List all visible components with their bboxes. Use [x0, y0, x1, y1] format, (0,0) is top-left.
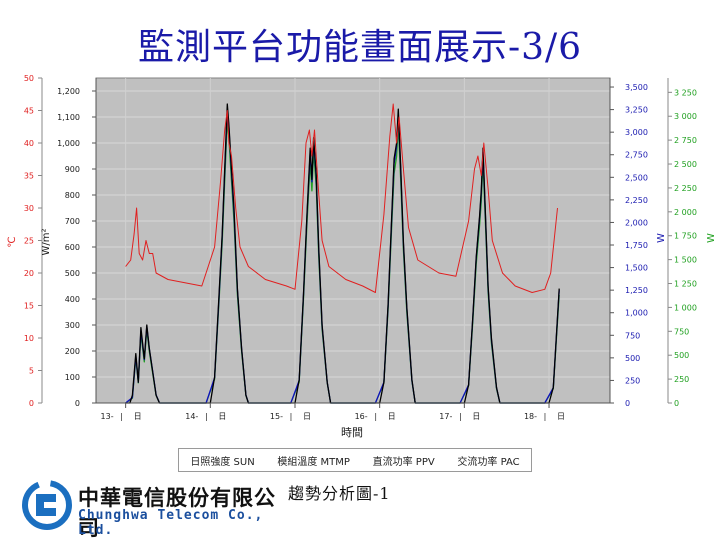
x-tick-label: 13-	[101, 412, 114, 421]
x-tick-day-suffix: 日	[557, 412, 565, 421]
pac-tick-label: 3 000	[674, 112, 697, 121]
pac-tick-label: 2 250	[674, 184, 697, 193]
ppv-tick-label: 2,000	[625, 218, 648, 227]
celsius-axis-label: ℃	[7, 236, 18, 247]
irradiance-tick-label: 600	[65, 243, 80, 252]
irradiance-tick-label: 200	[65, 347, 80, 356]
pac-tick-label: 2 000	[674, 208, 697, 217]
x-tick-separator: |	[374, 412, 377, 421]
celsius-tick-label: 35	[24, 172, 34, 181]
x-tick-separator: |	[544, 412, 547, 421]
ppv-tick-label: 1,750	[625, 241, 648, 250]
irradiance-tick-label: 1,200	[57, 87, 80, 96]
pac-tick-label: 250	[674, 375, 689, 384]
ppv-tick-label: 2,750	[625, 151, 648, 160]
x-tick-label: 14-	[185, 412, 198, 421]
pac-tick-label: 1 000	[674, 303, 697, 312]
x-tick-label: 17-	[439, 412, 452, 421]
ppv-tick-label: 3,250	[625, 106, 648, 115]
ppv-tick-label: 1,250	[625, 286, 648, 295]
legend-item-pac: 交流功率 PAC	[457, 456, 520, 468]
pac-tick-label: 0	[674, 399, 679, 408]
figure-caption: 趨勢分析圖-1	[288, 484, 391, 503]
ppv-tick-label: 500	[625, 354, 640, 363]
irradiance-tick-label: 700	[65, 217, 80, 226]
irradiance-tick-label: 0	[75, 399, 80, 408]
irradiance-tick-label: 300	[65, 321, 80, 330]
chunghwa-logo-icon	[22, 480, 72, 530]
pac-tick-label: 2 500	[674, 160, 697, 169]
legend-item-ppv: 直流功率 PPV	[372, 456, 435, 468]
x-tick-label: 18-	[524, 412, 537, 421]
pac-tick-label: 2 750	[674, 136, 697, 145]
celsius-tick-label: 5	[29, 367, 34, 376]
company-name-en: Chunghwa Telecom Co., Ltd.	[78, 508, 264, 538]
irradiance-tick-label: 100	[65, 373, 80, 382]
pac-axis-label: W	[706, 233, 717, 243]
pac-tick-label: 750	[674, 327, 689, 336]
ppv-tick-label: 250	[625, 376, 640, 385]
ppv-tick-label: 0	[625, 399, 630, 408]
ppv-tick-label: 3,500	[625, 83, 648, 92]
page-title: 監測平台功能畫面展示-3/6	[137, 27, 583, 68]
irradiance-tick-label: 1,000	[57, 139, 80, 148]
chart-legend: 日照強度 SUN 模組溫度 MTMP 直流功率 PPV 交流功率 PAC	[178, 448, 532, 472]
irradiance-tick-label: 1,100	[57, 113, 80, 122]
pac-tick-label: 3 250	[674, 88, 697, 97]
celsius-tick-label: 15	[24, 302, 34, 311]
series-line-1	[125, 103, 558, 293]
irradiance-tick-label: 500	[65, 269, 80, 278]
plot-area	[95, 77, 611, 404]
x-tick-separator: |	[120, 412, 123, 421]
celsius-tick-label: 20	[24, 269, 34, 278]
ppv-axis-label: W	[656, 233, 667, 243]
x-tick-day-suffix: 日	[218, 412, 226, 421]
legend-item-sun: 日照強度 SUN	[190, 456, 255, 468]
celsius-tick-label: 45	[24, 107, 34, 116]
ppv-tick-label: 3,000	[625, 128, 648, 137]
x-tick-separator: |	[459, 412, 462, 421]
ppv-tick-label: 1,500	[625, 264, 648, 273]
pac-tick-label: 500	[674, 351, 689, 360]
irradiance-axis-label: W/m²	[41, 228, 52, 255]
ppv-tick-label: 2,500	[625, 173, 648, 182]
legend-item-mtmp: 模組溫度 MTMP	[277, 456, 350, 468]
x-tick-label: 16-	[355, 412, 368, 421]
ppv-tick-label: 2,250	[625, 196, 648, 205]
ppv-tick-label: 1,000	[625, 309, 648, 318]
irradiance-tick-label: 900	[65, 165, 80, 174]
x-tick-day-suffix: 日	[472, 412, 480, 421]
celsius-tick-label: 25	[24, 237, 34, 246]
celsius-tick-label: 10	[24, 334, 34, 343]
company-name-cn: 中華電信股份有限公司	[78, 486, 276, 540]
company-logo: 中華電信股份有限公司 Chunghwa Telecom Co., Ltd.	[22, 478, 282, 540]
pac-tick-label: 1 250	[674, 280, 697, 289]
x-tick-day-suffix: 日	[303, 412, 311, 421]
pac-tick-label: 1 500	[674, 256, 697, 265]
celsius-tick-label: 50	[24, 74, 34, 83]
irradiance-tick-label: 800	[65, 191, 80, 200]
x-tick-label: 15-	[270, 412, 283, 421]
x-tick-separator: |	[290, 412, 293, 421]
celsius-tick-label: 30	[24, 204, 34, 213]
irradiance-tick-label: 400	[65, 295, 80, 304]
celsius-tick-label: 40	[24, 139, 34, 148]
pac-tick-label: 1 750	[674, 232, 697, 241]
x-tick-day-suffix: 日	[388, 412, 396, 421]
x-axis-label: 時間	[341, 426, 363, 439]
celsius-tick-label: 0	[29, 399, 34, 408]
x-tick-separator: |	[205, 412, 208, 421]
ppv-tick-label: 750	[625, 331, 640, 340]
trend-chart: 0 5 10 15 20 25 30 35 40 45 50 ℃ 0 100 200 300 400 500 600…	[7, 74, 717, 439]
x-tick-day-suffix: 日	[134, 412, 142, 421]
